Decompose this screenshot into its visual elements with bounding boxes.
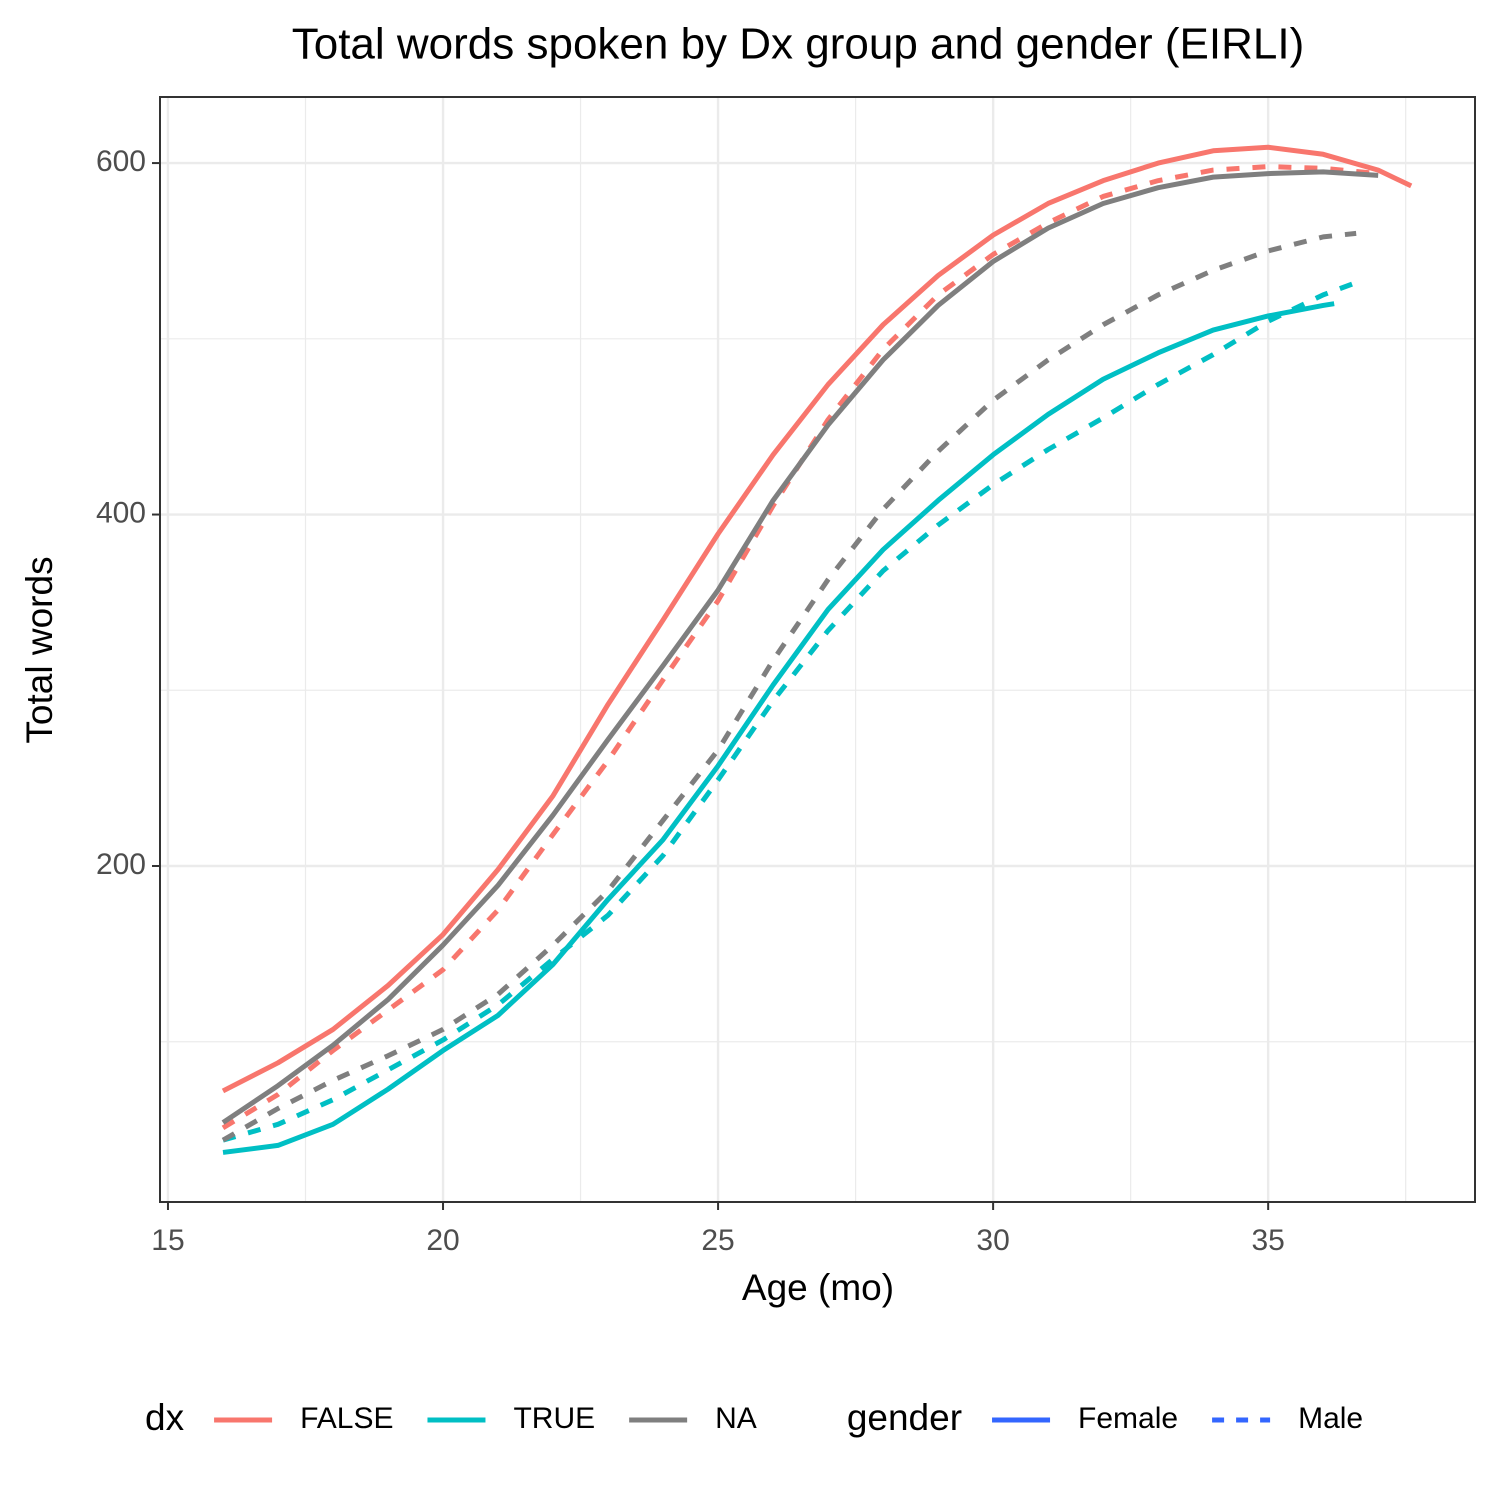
line-series: [221, 144, 1413, 1094]
x-tick-label: 35: [1251, 1224, 1284, 1257]
x-tick-label: 30: [976, 1224, 1009, 1257]
legend-label: Male: [1298, 1402, 1363, 1435]
line-series: [222, 301, 1335, 1155]
y-tick-label: 600: [96, 145, 146, 178]
legend-label: FALSE: [300, 1402, 393, 1435]
y-axis-label: Total words: [19, 556, 60, 743]
legend-label: Female: [1078, 1402, 1178, 1435]
x-tick-label: 25: [701, 1224, 734, 1257]
legend-label: TRUE: [513, 1402, 595, 1435]
legend-label: NA: [715, 1402, 757, 1435]
legend-title: gender: [847, 1397, 962, 1438]
y-tick-label: 200: [96, 848, 146, 881]
panel-border: [159, 96, 1476, 1203]
line-series: [222, 280, 1358, 1143]
x-tick-label: 20: [426, 1224, 459, 1257]
y-tick-label: 400: [96, 496, 146, 529]
line-series: [221, 169, 1379, 1125]
x-axis-label: Age (mo): [742, 1267, 894, 1308]
legend-title: dx: [145, 1397, 185, 1438]
line-series: [221, 230, 1357, 1143]
x-tick-label: 15: [151, 1224, 184, 1257]
chart-title: Total words spoken by Dx group and gende…: [292, 20, 1305, 69]
